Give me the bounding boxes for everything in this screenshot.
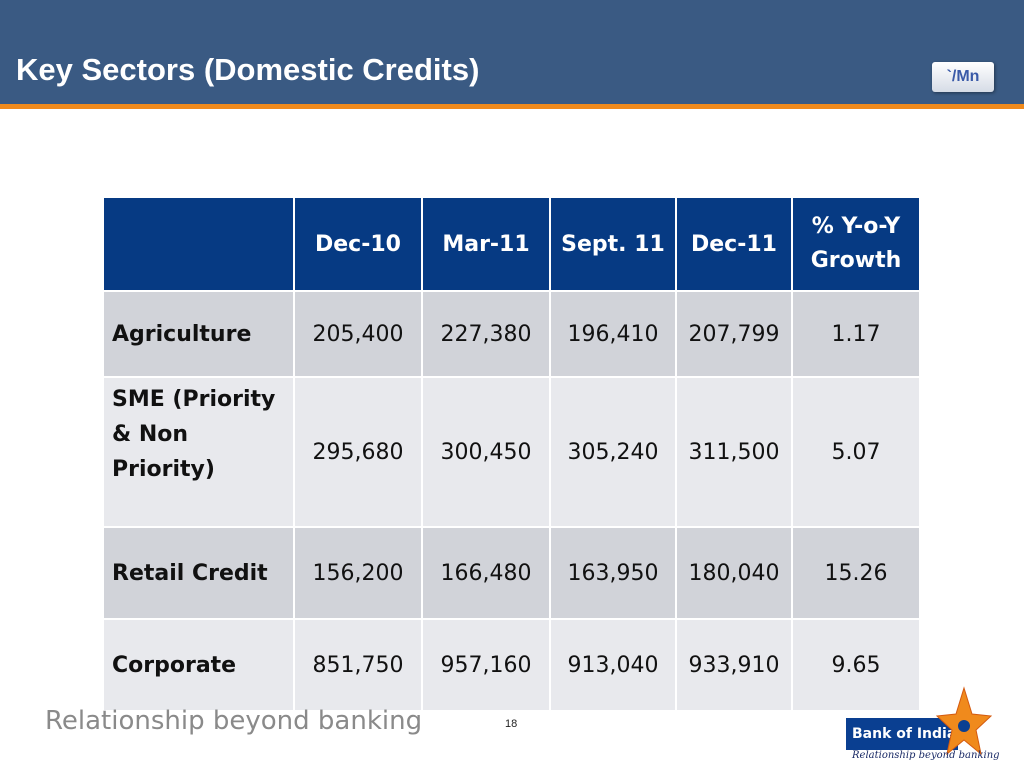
table-cell: 1.17 bbox=[791, 290, 921, 378]
table-cell: 156,200 bbox=[293, 526, 423, 620]
table-cell: 957,160 bbox=[421, 618, 551, 712]
table-row: Agriculture 205,400 227,380 196,410 207,… bbox=[102, 290, 921, 378]
table-row: Corporate 851,750 957,160 913,040 933,91… bbox=[102, 618, 921, 712]
star-logo-icon bbox=[935, 686, 993, 756]
slide-header bbox=[0, 0, 1024, 104]
bank-logo: Bank of India bbox=[846, 718, 958, 750]
table-cell: 295,680 bbox=[293, 376, 423, 528]
table-cell: 5.07 bbox=[791, 376, 921, 528]
row-label: Agriculture bbox=[102, 290, 295, 378]
table-cell: 166,480 bbox=[421, 526, 551, 620]
row-label: Corporate bbox=[102, 618, 295, 712]
table-cell: 227,380 bbox=[421, 290, 551, 378]
row-label: Retail Credit bbox=[102, 526, 295, 620]
table-cell: 180,040 bbox=[675, 526, 793, 620]
header-cell-yoy-growth: % Y-o-Y Growth bbox=[791, 196, 921, 292]
table-cell: 311,500 bbox=[675, 376, 793, 528]
header-cell-empty bbox=[102, 196, 295, 292]
table-cell: 933,910 bbox=[675, 618, 793, 712]
table-cell: 205,400 bbox=[293, 290, 423, 378]
table-cell: 9.65 bbox=[791, 618, 921, 712]
header-accent-line bbox=[0, 104, 1024, 109]
unit-badge: `/Mn bbox=[932, 62, 994, 92]
table-row: SME (Priority & Non Priority) 295,680 30… bbox=[102, 376, 921, 528]
table-row: Retail Credit 156,200 166,480 163,950 18… bbox=[102, 526, 921, 620]
table-cell: 15.26 bbox=[791, 526, 921, 620]
row-label: SME (Priority & Non Priority) bbox=[102, 376, 295, 528]
table-cell: 851,750 bbox=[293, 618, 423, 712]
table-cell: 163,950 bbox=[549, 526, 677, 620]
table-cell: 913,040 bbox=[549, 618, 677, 712]
table-header-row: Dec-10 Mar-11 Sept. 11 Dec-11 % Y-o-Y Gr… bbox=[102, 196, 921, 292]
table-cell: 196,410 bbox=[549, 290, 677, 378]
header-cell-sept-11: Sept. 11 bbox=[549, 196, 677, 292]
logo-tagline: Relationship beyond banking bbox=[852, 750, 1000, 761]
table-cell: 300,450 bbox=[421, 376, 551, 528]
header-cell-dec-10: Dec-10 bbox=[293, 196, 423, 292]
page-number: 18 bbox=[505, 718, 518, 730]
footer-tagline: Relationship beyond banking bbox=[45, 706, 423, 736]
header-cell-dec-11: Dec-11 bbox=[675, 196, 793, 292]
table-cell: 207,799 bbox=[675, 290, 793, 378]
header-cell-mar-11: Mar-11 bbox=[421, 196, 551, 292]
slide-title: Key Sectors (Domestic Credits) bbox=[16, 52, 480, 87]
table-cell: 305,240 bbox=[549, 376, 677, 528]
credits-table: Dec-10 Mar-11 Sept. 11 Dec-11 % Y-o-Y Gr… bbox=[102, 196, 921, 712]
